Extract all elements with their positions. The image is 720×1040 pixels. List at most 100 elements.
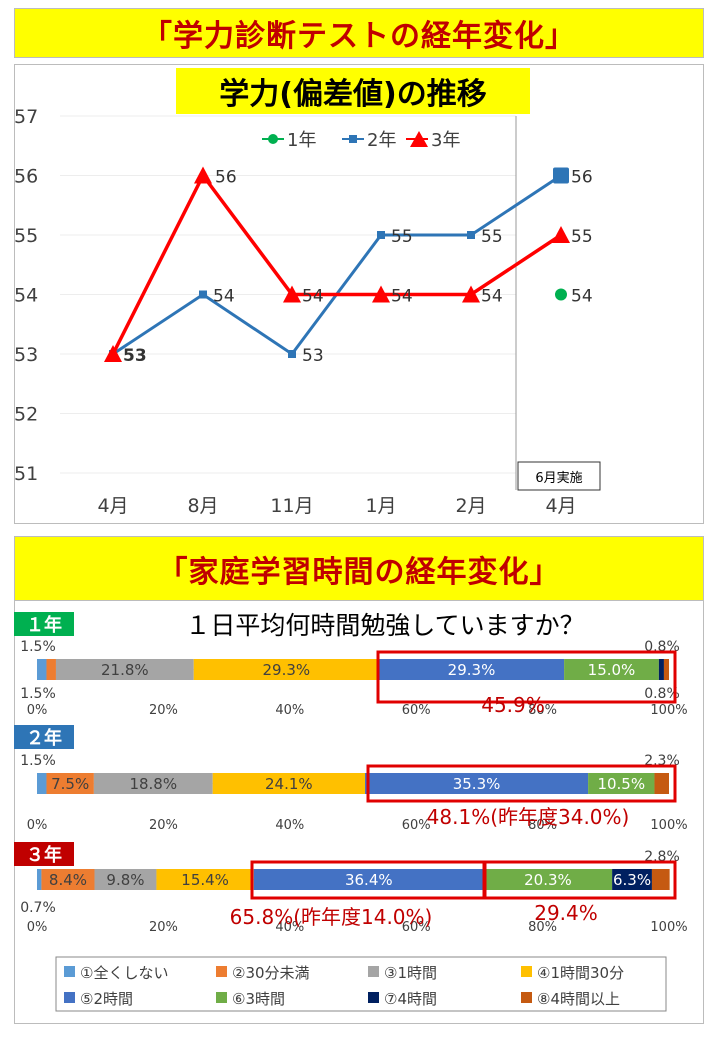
legend-item-1: 1年 <box>262 130 316 151</box>
x-tick-label: 100% <box>650 920 687 935</box>
series-line <box>111 172 562 355</box>
legend-swatch <box>216 992 227 1003</box>
bar-segment <box>651 869 670 890</box>
legend-marker <box>410 131 428 147</box>
data-label: 55 <box>391 227 413 247</box>
data-label: 53 <box>302 346 324 366</box>
x-tick-label: 80% <box>528 818 557 833</box>
legend-label: ⑥3時間 <box>232 990 285 1008</box>
bar-data-label: 24.1% <box>265 775 313 793</box>
legend-swatch <box>368 966 379 977</box>
legend-swatch <box>64 966 75 977</box>
bar-segment <box>564 659 659 680</box>
bar-chart-title: １日平均何時間勉強していますか？ <box>185 611 584 640</box>
highlight-box <box>366 764 677 803</box>
legend-item: ④1時間30分 <box>521 964 624 982</box>
bar-data-label: 20.3% <box>524 871 572 889</box>
legend-marker <box>349 135 357 143</box>
x-tick-label: 80% <box>528 920 557 935</box>
row-label-badge <box>14 842 74 866</box>
bar-segment <box>37 869 42 890</box>
x-tick-label: 1月 <box>365 495 396 517</box>
legend-label: 2年 <box>367 130 396 151</box>
bar-data-label: 0.8% <box>644 686 680 702</box>
legend-item-2: 2年 <box>342 130 396 151</box>
bar-data-label: 7.5% <box>51 775 89 793</box>
data-point <box>194 166 212 184</box>
bar-data-label: 8.4% <box>49 871 87 889</box>
bar-data-label: 15.0% <box>588 661 636 679</box>
bar-data-label: 18.8% <box>129 775 177 793</box>
data-point <box>555 288 567 301</box>
bar-row-1: １年1.5%1.5%21.8% 29.3% 29.3% 15.0%0.8%0.8%0%… <box>14 612 688 718</box>
highlight-total-label: 45.9% <box>481 693 545 717</box>
legend-swatch <box>216 966 227 977</box>
bar-segment <box>212 773 366 794</box>
bar-segment <box>46 659 56 680</box>
legend-label: ②30分未満 <box>232 964 310 982</box>
data-point <box>372 285 390 303</box>
data-point <box>553 167 569 184</box>
highlight-total-label: 48.1%(昨年度34.0%) <box>427 805 630 829</box>
x-tick-label: 40% <box>275 818 304 833</box>
bar-segment <box>93 773 213 794</box>
x-tick-label: 60% <box>402 818 431 833</box>
bar-segment <box>156 869 254 890</box>
data-point <box>462 285 480 303</box>
data-point <box>199 290 207 299</box>
bar-segment <box>94 869 157 890</box>
data-label: 56 <box>571 168 593 188</box>
page-title-banner: 「学力診断テストの経年変化」 <box>14 8 704 58</box>
june-note-text: 6月実施 <box>535 470 582 486</box>
bar-row-3: ３年0.7%8.4% 9.8% 15.4% 36.4% 20.3% 6.3%2.8%0% 2… <box>14 842 688 935</box>
data-point <box>377 231 385 239</box>
x-tick-label: 60% <box>402 703 431 718</box>
y-tick-label: 57 <box>14 106 38 128</box>
legend-item: ⑥3時間 <box>216 990 285 1008</box>
legend-swatch <box>368 992 379 1003</box>
data-label: 55 <box>481 227 503 247</box>
bar-row-2: ２年1.5%7.5% 18.8% 24.1% 35.3% 10.5%2.3%0% 20% 4… <box>14 725 688 833</box>
legend-item: ⑦4時間 <box>368 990 437 1008</box>
data-point <box>288 350 296 358</box>
bar-data-label: 29.3% <box>448 661 496 679</box>
legend-item: ⑧4時間以上 <box>521 990 620 1008</box>
bar-data-label: 10.5% <box>597 775 645 793</box>
bar-segment <box>378 659 565 680</box>
data-point <box>467 231 475 239</box>
y-tick-label: 53 <box>14 344 38 366</box>
bar-segment <box>55 659 194 680</box>
bar-data-label: 1.5% <box>20 753 56 769</box>
highlight-total-label: 65.8%(昨年度14.0%) <box>230 905 433 929</box>
legend-label: ⑤2時間 <box>80 990 133 1008</box>
legend-item: ②30分未満 <box>216 964 310 982</box>
x-tick-label: 20% <box>149 818 178 833</box>
x-tick-label: 0% <box>27 818 48 833</box>
y-tick-label: 52 <box>14 404 38 426</box>
line-chart-title-highlight <box>176 68 530 114</box>
page-title: 「学力診断テストの経年変化」 <box>142 19 576 54</box>
legend-label: ③1時間 <box>384 964 437 982</box>
data-label: 54 <box>571 287 593 307</box>
bar-segment <box>612 869 652 890</box>
legend-swatch <box>521 966 532 977</box>
data-label: 54 <box>391 287 413 307</box>
bar-data-label: 21.8% <box>101 661 149 679</box>
data-label: 54 <box>302 287 324 307</box>
y-tick-label: 55 <box>14 225 38 247</box>
bar-segment <box>41 869 95 890</box>
x-tick-label: 2月 <box>455 495 486 517</box>
x-tick-label: 100% <box>650 818 687 833</box>
x-tick-label: 60% <box>402 920 431 935</box>
series-3: 56 54 54 54 55 <box>104 166 593 362</box>
legend-label: 3年 <box>431 130 460 151</box>
data-point <box>283 285 301 303</box>
bar-segment <box>654 773 669 794</box>
row-label-badge <box>14 612 74 636</box>
legend-item-3: 3年 <box>406 130 460 151</box>
series-1: 54 <box>555 287 593 307</box>
x-tick-label: 20% <box>149 703 178 718</box>
row-label: １年 <box>26 614 62 636</box>
x-tick-label: 8月 <box>187 495 218 517</box>
